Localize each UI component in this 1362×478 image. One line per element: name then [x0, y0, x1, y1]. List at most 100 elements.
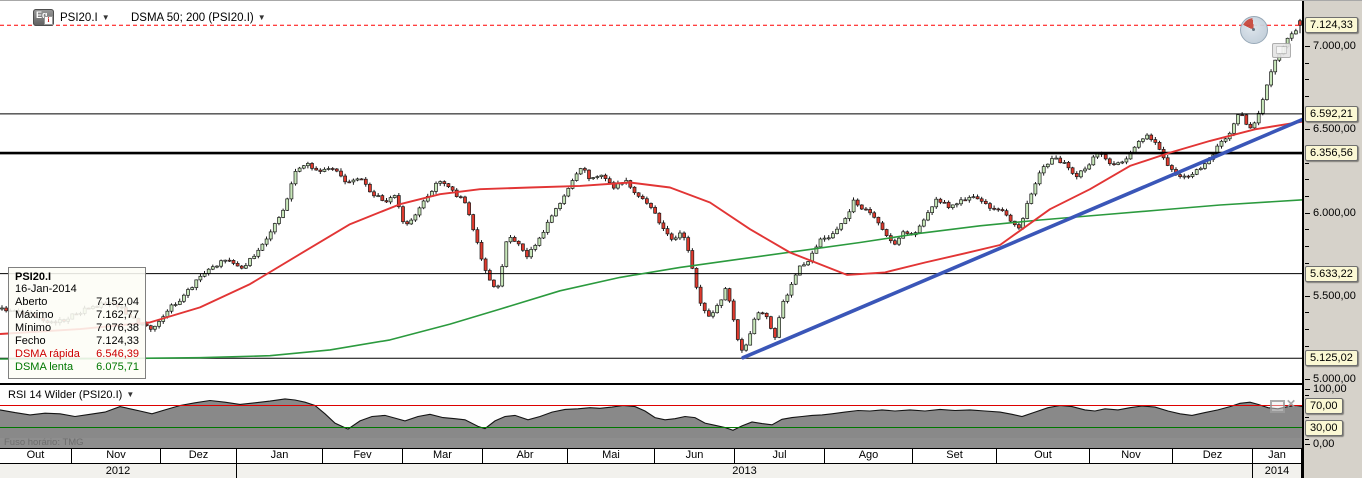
candle-body — [1252, 122, 1257, 129]
price-tick-label: 7.000,00 — [1313, 40, 1356, 52]
detach-window-icon[interactable] — [1272, 43, 1291, 58]
candle-body — [822, 237, 827, 240]
candle-body — [1165, 157, 1170, 166]
price-tick — [1305, 379, 1310, 380]
rsi-close-icon[interactable]: ✕ — [1286, 397, 1297, 411]
month-cell: Jan — [237, 449, 323, 463]
year-cell: 2012 — [0, 464, 237, 478]
candle-body — [818, 238, 823, 248]
candle-body — [516, 240, 521, 245]
candle-body — [930, 206, 934, 213]
candle-body — [1087, 164, 1092, 170]
tooltip-row-value: 6.546,39 — [96, 348, 139, 360]
price-axis[interactable]: 7.000,00 6.500,00 6.000,00 5.500,00 5.000,00… — [1303, 1, 1362, 478]
candle-body — [653, 207, 657, 214]
tooltip-date: 16-Jan-2014 — [15, 283, 77, 295]
candle-body — [793, 274, 798, 285]
candle-body — [277, 217, 281, 224]
candle-body — [487, 270, 492, 281]
trendline[interactable] — [741, 117, 1303, 360]
candle-body — [698, 286, 703, 304]
instrument-info-badge: i — [44, 16, 53, 25]
candle-body — [384, 200, 389, 203]
candle-body — [831, 233, 835, 239]
candle-body — [971, 196, 976, 199]
panel-splitter[interactable] — [0, 383, 1362, 385]
price-tick-label: 6.000,00 — [1313, 206, 1356, 219]
candle-body — [231, 260, 236, 264]
rsi-indicator-dropdown[interactable]: RSI 14 Wilder (PSI20.I) ▼ — [8, 389, 134, 401]
candle-body — [1017, 224, 1021, 229]
candle-body — [1021, 218, 1025, 229]
candle-body — [492, 279, 496, 287]
session-clock-icon[interactable] — [1240, 16, 1268, 44]
month-cell: Jan — [1253, 449, 1302, 463]
candle-body — [1145, 134, 1149, 140]
month-cell: Fev — [323, 449, 403, 463]
candle-body — [921, 219, 926, 227]
candle-body — [566, 188, 571, 197]
candle-body — [223, 259, 228, 262]
dsma-slow-line — [0, 199, 1303, 360]
candle-body — [1269, 71, 1273, 86]
month-cell: Mai — [568, 449, 655, 463]
candle-body — [475, 229, 480, 243]
candle-body — [868, 209, 872, 214]
candle-body — [669, 233, 674, 240]
rsi-area — [0, 398, 1303, 448]
chevron-down-icon[interactable]: ▼ — [257, 13, 266, 22]
tooltip-row-label: DSMA rápida — [15, 348, 80, 360]
candle-body — [740, 339, 744, 351]
candle-body — [963, 199, 968, 202]
chevron-down-icon[interactable]: ▼ — [126, 390, 135, 399]
candle-body — [942, 201, 947, 204]
instrument-type-label: Eq — [36, 10, 48, 20]
candle-body — [1062, 162, 1067, 164]
rsi-tick — [1305, 444, 1310, 445]
candle-body — [843, 218, 848, 224]
candle-body — [1232, 123, 1236, 134]
candle-body — [1037, 172, 1042, 185]
rsi-chart-canvas[interactable] — [0, 385, 1303, 448]
candle-body — [884, 229, 889, 236]
candle-body — [363, 178, 368, 185]
main-chart-canvas[interactable] — [0, 1, 1303, 383]
candle-body — [355, 178, 360, 181]
candle-body — [847, 211, 852, 219]
price-tick-label: 5.000,00 — [1313, 373, 1356, 385]
price-tick — [1305, 295, 1310, 297]
candle-body — [272, 223, 277, 233]
candle-body — [1289, 33, 1294, 39]
candle-body — [744, 344, 748, 351]
candle-body — [1120, 161, 1125, 164]
indicator-dropdown[interactable]: DSMA 50; 200 (PSI20.I) ▼ — [131, 12, 266, 24]
horizontal-scrollbar[interactable]: Fuso horário: TMG — [0, 438, 1303, 448]
candle-body — [1033, 183, 1038, 195]
candle-body — [731, 300, 736, 321]
candle-body — [4, 307, 8, 312]
candle-body — [1136, 141, 1141, 148]
candle-body — [521, 243, 525, 251]
candle-body — [938, 198, 943, 203]
candle-body — [640, 195, 645, 200]
symbol-dropdown[interactable]: PSI20.I ▼ — [60, 12, 110, 24]
candle-body — [169, 304, 174, 312]
candle-body — [409, 219, 414, 225]
candle-body — [380, 195, 385, 201]
candle-body — [1186, 175, 1191, 178]
rsi-restore-icon[interactable] — [1270, 400, 1285, 413]
price-minor-tick — [1305, 329, 1309, 331]
price-tick-label: 5.500,00 — [1313, 289, 1356, 302]
chevron-down-icon[interactable]: ▼ — [101, 13, 110, 22]
candle-body — [471, 214, 476, 231]
price-label-box: 7.124,33 — [1305, 17, 1358, 34]
price-minor-tick — [1305, 229, 1309, 231]
rsi-panel: RSI 14 Wilder (PSI20.I) ▼ ✕ Fuso horário:… — [0, 385, 1303, 448]
time-axis: Out Nov Dez Jan Fev Mar Abr Mai Jun Jul Ago Set Out N… — [0, 448, 1303, 478]
candle-body — [599, 174, 604, 177]
candle-body — [967, 197, 972, 201]
candle-body — [797, 265, 802, 276]
candle-body — [723, 288, 728, 301]
candle-body — [1194, 169, 1199, 175]
